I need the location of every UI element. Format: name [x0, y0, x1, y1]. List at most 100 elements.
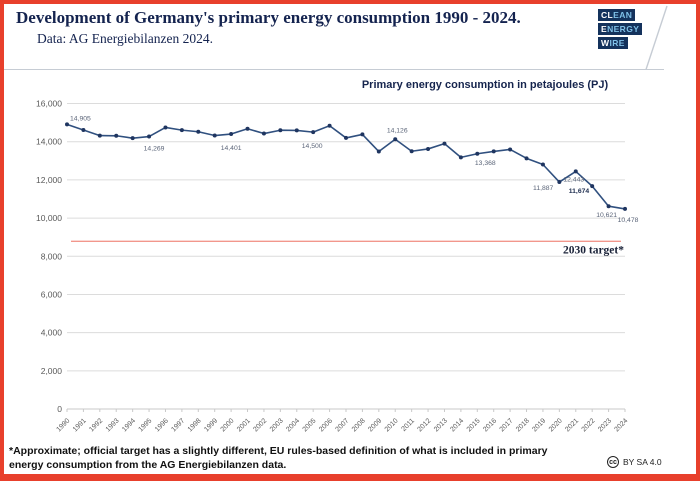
data-point-label: 12,443 [563, 176, 584, 183]
x-tick-label: 2016 [482, 417, 498, 433]
x-tick-label: 2021 [564, 417, 580, 433]
x-tick-label: 2009 [367, 417, 383, 433]
x-tick-label: 2012 [417, 417, 433, 433]
data-point-label: 14,401 [221, 145, 242, 152]
data-point [130, 136, 135, 141]
page: Development of Germany's primary energy … [4, 4, 696, 474]
x-tick-label: 2014 [449, 417, 465, 433]
data-point [606, 204, 611, 209]
x-tick-label: 1997 [170, 417, 186, 433]
x-tick-label: 2013 [433, 417, 449, 433]
x-tick-label: 1992 [88, 417, 104, 433]
x-tick-label: 2003 [269, 417, 285, 433]
x-tick-label: 1991 [72, 417, 88, 433]
energy-consumption-line-chart: 0 2,000 4,000 6,000 8,000 10,000 12,000 14,000 1… [4, 5, 668, 433]
clean-energy-wire-logo: CLEAN ENERGY WIRE [598, 9, 643, 49]
data-point [557, 180, 562, 185]
x-tick-label: 2000 [220, 417, 236, 433]
data-point [376, 149, 381, 154]
license-text: BY SA 4.0 [623, 457, 662, 467]
data-point [229, 132, 234, 137]
x-tick-label: 2004 [285, 417, 301, 433]
data-point [475, 151, 480, 156]
y-tick-label: 6,000 [41, 289, 63, 299]
x-tick-label: 2019 [531, 417, 547, 433]
x-tick-label: 2001 [236, 417, 252, 433]
data-point [426, 146, 431, 151]
x-tick-label: 2020 [548, 417, 564, 433]
x-tick-label: 1990 [55, 417, 71, 433]
x-tick-label: 2008 [351, 417, 367, 433]
page-title: Development of Germany's primary energy … [16, 8, 521, 27]
data-point [590, 184, 595, 189]
y-tick-label: 2,000 [41, 366, 63, 376]
x-tick-label: 2024 [613, 417, 629, 433]
data-point-label: 14,500 [302, 143, 323, 150]
logo-line-0: CLEAN [598, 9, 636, 21]
x-tick-label: 2002 [252, 417, 268, 433]
x-tick-label: 2010 [384, 417, 400, 433]
x-tick-label: 2017 [499, 417, 515, 433]
x-tick-label: 1996 [154, 417, 170, 433]
data-point [311, 130, 316, 135]
x-tick-label: 1999 [203, 417, 219, 433]
x-tick-label: 2018 [515, 417, 531, 433]
data-point-label: 11,887 [533, 185, 554, 192]
data-point [278, 128, 283, 133]
footnote: *Approximate; official target has a slig… [9, 445, 548, 471]
header-diagonal [645, 5, 668, 70]
data-point-label: 13,368 [475, 160, 496, 167]
data-point [81, 128, 86, 133]
data-point-label: 14,905 [70, 115, 91, 122]
cc-icon: cc [607, 456, 619, 468]
data-point [65, 122, 69, 127]
y-tick-label: 8,000 [41, 251, 63, 261]
data-point [393, 137, 398, 142]
data-point [344, 135, 348, 140]
data-point [97, 133, 102, 138]
license-badge: cc BY SA 4.0 [607, 456, 662, 468]
x-tick-label: 2015 [466, 417, 482, 433]
data-point [163, 125, 168, 130]
x-tick-label: 2007 [334, 417, 350, 433]
y-tick-label: 12,000 [36, 175, 62, 185]
data-point [196, 129, 201, 134]
x-tick-label: 2022 [581, 417, 597, 433]
x-tick-label: 1994 [121, 417, 137, 433]
target-line-label: 2030 target* [563, 244, 624, 256]
data-point [540, 162, 545, 167]
data-point [245, 126, 250, 131]
data-point [409, 149, 414, 154]
y-tick-label: 16,000 [36, 99, 62, 109]
chart-axis-title: Primary energy consumption in petajoules… [361, 79, 609, 91]
x-tick-label: 2011 [400, 417, 416, 433]
x-tick-label: 2006 [318, 417, 334, 433]
data-point [508, 147, 513, 152]
data-point-label: 14,269 [144, 146, 165, 153]
data-point [114, 133, 119, 138]
x-tick-label: 1993 [105, 417, 121, 433]
y-tick-label: 14,000 [36, 137, 62, 147]
data-point [294, 128, 299, 133]
data-point [179, 128, 184, 133]
data-point [212, 133, 217, 138]
logo-line-1: ENERGY [598, 23, 643, 35]
data-point-label: 10,478 [618, 217, 639, 224]
data-point [491, 149, 496, 154]
data-point [327, 123, 332, 128]
data-point [442, 141, 447, 146]
x-tick-label: 1995 [138, 417, 154, 433]
data-point-label: 11,674 [569, 188, 590, 195]
x-tick-label: 2005 [302, 417, 318, 433]
data-point-label: 14,126 [387, 127, 408, 134]
data-point [147, 134, 152, 139]
data-point [458, 155, 463, 160]
data-source-subtitle: Data: AG Energiebilanzen 2024. [37, 31, 213, 46]
y-tick-label: 10,000 [36, 213, 62, 223]
x-tick-label: 1998 [187, 417, 203, 433]
data-point [524, 156, 529, 161]
x-tick-label: 2023 [597, 417, 613, 433]
data-point-label: 10,621 [596, 212, 617, 219]
data-point [573, 169, 578, 174]
logo-line-2: WIRE [598, 37, 628, 49]
